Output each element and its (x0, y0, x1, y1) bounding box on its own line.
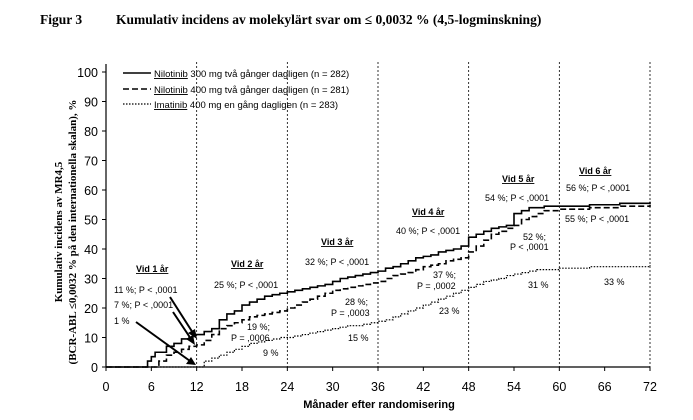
y-tick-label-10: 10 (84, 332, 98, 346)
ann-year5-line4: 31 % (528, 280, 549, 290)
arrow-head-7pct (186, 335, 195, 345)
x-axis-label: Månader efter randomisering (303, 399, 455, 411)
y-tick-label-40: 40 (84, 243, 98, 257)
legend: Nilotinib 300 mg två gånger dagligen (n … (123, 69, 349, 111)
y-tick-label-70: 70 (84, 155, 98, 169)
figure-caption: Figur 3 Kumulativ incidens av molekylärt … (40, 12, 541, 28)
ann-year2-title: Vid 2 år (231, 259, 264, 269)
arrow-11pct (169, 296, 194, 334)
axes (102, 64, 651, 371)
x-tick-label-30: 30 (326, 380, 340, 394)
ann-year5-line2: 52 %; (523, 232, 546, 242)
ann-year3-line4: 15 % (348, 333, 369, 343)
series-nilotinib-400 (106, 204, 651, 368)
arrow-1pct (135, 321, 191, 362)
legend-label-imatinib: Imatinib 400 mg en gång dagligen (n = 28… (154, 100, 338, 111)
x-tick-label-48: 48 (462, 380, 476, 394)
ann-year2-line1: 25 %; P < ,0001 (214, 280, 278, 290)
reference-lines (196, 62, 651, 367)
ann-year2-line3: P = ,0006 (231, 333, 270, 343)
annotations: Vid 1 år 11 %; P < ,0001 7 %; P < ,0001 … (114, 166, 630, 365)
ann-year4-title: Vid 4 år (412, 207, 445, 217)
x-tick-label-72: 72 (643, 380, 657, 394)
ann-year1-title: Vid 1 år (136, 264, 169, 274)
y-axis-label-line2: (BCR-ABL ≤0,0032 % på den internationell… (67, 100, 79, 365)
ann-year4-line1: 40 %; P < ,0001 (396, 226, 460, 236)
series-nilotinib-300 (106, 201, 651, 368)
ann-year3-line1: 32 %; P < ,0001 (305, 257, 369, 267)
x-tick-label-24: 24 (280, 380, 294, 394)
ann-year5-line3: P < ,0001 (510, 242, 549, 252)
ann-year3-line3: P = ,0003 (331, 308, 370, 318)
tick-labels: 0 6 12 18 24 30 36 42 48 54 60 66 72 0 10 20 30 40 50 60 70 8… (77, 66, 657, 394)
ann-year6-line2: 55 %; P < ,0001 (565, 214, 629, 224)
ann-year3-title: Vid 3 år (321, 237, 354, 247)
series-lines (106, 201, 651, 368)
ann-year4-line4: 23 % (439, 306, 460, 316)
y-axis-label-line1: Kumulativ incidens av MR4,5 (53, 161, 65, 302)
y-tick-label-90: 90 (84, 96, 98, 110)
arrow-7pct (172, 311, 192, 340)
annotation-arrows (135, 296, 197, 365)
y-tick-label-50: 50 (84, 214, 98, 228)
y-tick-label-0: 0 (91, 361, 98, 375)
x-tick-label-54: 54 (507, 380, 521, 394)
y-tick-label-30: 30 (84, 273, 98, 287)
x-tick-label-36: 36 (371, 380, 385, 394)
x-tick-label-6: 6 (148, 380, 155, 394)
ann-year4-line2: 37 %; (433, 270, 456, 280)
ann-year6-line1: 56 %; P < ,0001 (566, 183, 630, 193)
ann-year3-line2: 28 %; (345, 297, 368, 307)
x-tick-label-18: 18 (235, 380, 249, 394)
figure-number: Figur 3 (40, 12, 83, 27)
ann-year1-line1: 11 %; P < ,0001 (114, 285, 177, 295)
ann-year1-line3: 1 % (114, 316, 130, 326)
ann-year1-line2: 7 %; P < ,0001 (114, 300, 173, 310)
arrow-head-1pct (186, 357, 196, 365)
legend-label-nilotinib300: Nilotinib 300 mg två gånger dagligen (n … (154, 69, 349, 80)
ann-year4-line3: P = ,0002 (417, 281, 456, 291)
ann-year6-line3: 33 % (604, 277, 625, 287)
x-tick-label-66: 66 (598, 380, 612, 394)
legend-label-nilotinib400: Nilotinib 400 mg två gånger dagligen (n … (154, 85, 349, 96)
y-tick-label-100: 100 (77, 66, 98, 80)
ann-year2-line2: 19 %; (247, 322, 270, 332)
x-tick-label-12: 12 (190, 380, 204, 394)
series-imatinib-400 (106, 265, 651, 368)
arrow-head-11pct (188, 329, 197, 339)
ann-year5-line1: 54 %; P < ,0001 (485, 193, 549, 203)
ann-year5-title: Vid 5 år (502, 174, 535, 184)
ann-year6-title: Vid 6 år (579, 166, 612, 176)
x-tick-label-60: 60 (552, 380, 566, 394)
figure-title: Kumulativ incidens av molekylärt svar om… (116, 12, 542, 27)
y-tick-label-80: 80 (84, 125, 98, 139)
y-tick-label-20: 20 (84, 302, 98, 316)
ann-year2-line4: 9 % (263, 348, 279, 358)
x-tick-label-42: 42 (416, 380, 430, 394)
x-tick-label-0: 0 (103, 380, 110, 394)
y-tick-label-60: 60 (84, 184, 98, 198)
